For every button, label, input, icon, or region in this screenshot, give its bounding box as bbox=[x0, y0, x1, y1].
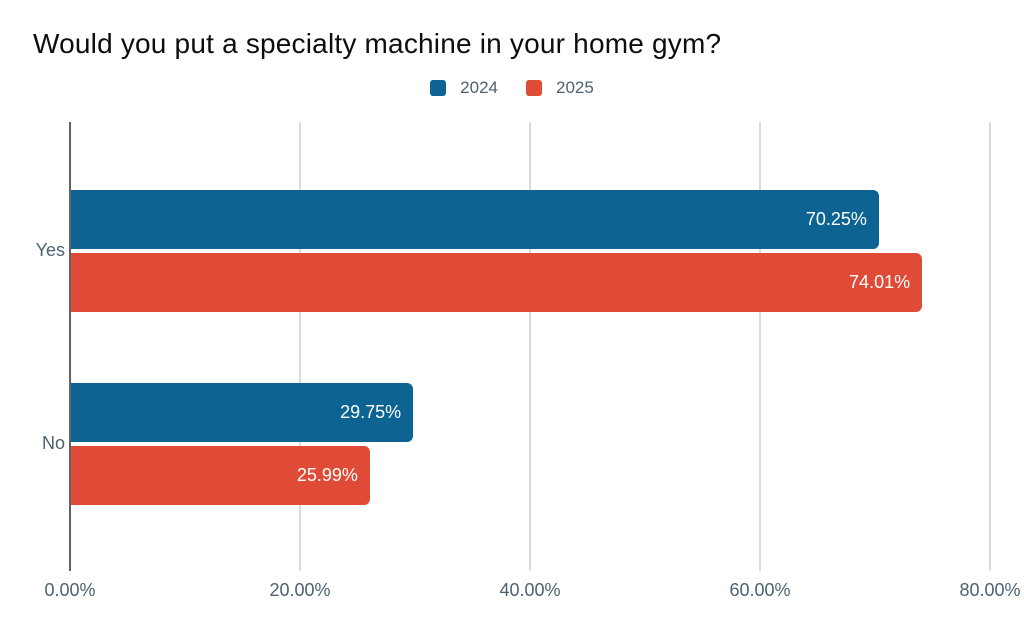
legend-swatch-2025-icon bbox=[526, 80, 542, 96]
bar-no-2025: 25.99% bbox=[71, 446, 370, 505]
category-label-yes: Yes bbox=[35, 240, 65, 260]
legend-label-2025: 2025 bbox=[556, 78, 594, 97]
bar-value-label: 74.01% bbox=[849, 272, 911, 292]
x-gridline bbox=[299, 122, 301, 571]
x-gridline bbox=[759, 122, 761, 571]
legend-label-2024: 2024 bbox=[460, 78, 498, 97]
x-tick-label: 0.00% bbox=[44, 580, 96, 600]
x-tick-label: 20.00% bbox=[269, 580, 331, 600]
x-gridline bbox=[989, 122, 991, 571]
bar-value-label: 29.75% bbox=[340, 402, 402, 422]
x-tick-label: 60.00% bbox=[729, 580, 791, 600]
legend-item-2024: 2024 bbox=[430, 78, 498, 98]
y-axis-line bbox=[69, 122, 71, 571]
legend-swatch-2024-icon bbox=[430, 80, 447, 96]
bar-value-label: 70.25% bbox=[805, 209, 867, 229]
bar-value-label: 25.99% bbox=[296, 465, 358, 485]
bar-yes-2025: 74.01% bbox=[71, 253, 923, 312]
bar-yes-2024: 70.25% bbox=[71, 190, 879, 249]
legend-item-2025: 2025 bbox=[526, 78, 594, 98]
chart-title: Would you put a specialty machine in you… bbox=[33, 28, 722, 59]
bar-no-2024: 29.75% bbox=[71, 383, 414, 442]
x-tick-label: 80.00% bbox=[959, 580, 1021, 600]
x-tick-label: 40.00% bbox=[499, 580, 561, 600]
x-gridline bbox=[529, 122, 531, 571]
legend: 2024 2025 bbox=[0, 78, 1024, 98]
category-label-no: No bbox=[41, 433, 65, 453]
